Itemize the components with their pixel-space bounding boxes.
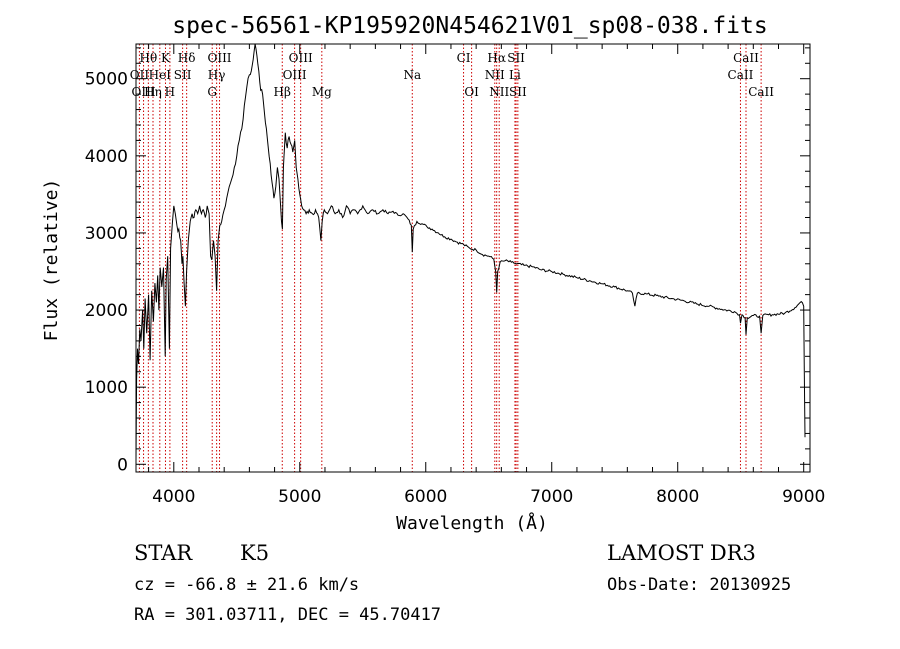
object-class: STAR xyxy=(134,541,193,565)
line-marker-label: SII xyxy=(174,68,192,82)
line-marker-label: OIII xyxy=(132,85,156,99)
line-marker-label: OI xyxy=(464,85,479,99)
axis-ticks xyxy=(136,44,810,472)
x-tick-label: 9000 xyxy=(782,487,825,507)
line-marker-label: SII xyxy=(507,51,525,65)
x-tick-label: 7000 xyxy=(530,487,573,507)
line-marker-label: HeI xyxy=(149,68,172,82)
line-marker-label: OIII xyxy=(207,51,231,65)
y-tick-label: 5000 xyxy=(85,70,128,90)
chart-title: spec-56561-KP195920N454621V01_sp08-038.f… xyxy=(172,13,767,39)
line-marker-label: SII xyxy=(509,85,527,99)
line-marker-label: NII xyxy=(485,68,505,82)
line-marker-label: Hγ xyxy=(208,68,226,82)
x-tick-label: 4000 xyxy=(152,487,195,507)
y-tick-label: 3000 xyxy=(85,224,128,244)
coordinates-text: RA = 301.03711, DEC = 45.70417 xyxy=(134,605,441,625)
line-marker-label: CaII xyxy=(748,85,774,99)
y-tick-label: 4000 xyxy=(85,147,128,167)
y-tick-label: 1000 xyxy=(85,378,128,398)
y-axis-label: Flux (relative) xyxy=(41,179,62,342)
line-marker-label: Mg xyxy=(312,85,332,99)
line-marker-label: Li xyxy=(509,68,521,82)
line-marker-label: OII xyxy=(130,68,150,82)
line-marker-label: Hβ xyxy=(274,85,291,99)
line-marker-label: Hη xyxy=(144,85,162,99)
y-tick-label: 0 xyxy=(117,455,128,475)
plot-frame xyxy=(135,43,811,473)
line-marker-label: Hδ xyxy=(178,51,196,65)
line-marker-label: K xyxy=(161,51,171,65)
spectral-line-markers xyxy=(138,44,762,472)
x-tick-labels: 4000 5000 6000 7000 8000 9000 xyxy=(152,487,825,507)
x-tick-label: 5000 xyxy=(278,487,321,507)
line-marker-label: Hθ xyxy=(139,51,157,65)
obs-date: Obs-Date: 20130925 xyxy=(607,575,791,595)
line-marker-label: CI xyxy=(457,51,471,65)
x-tick-label: 6000 xyxy=(404,487,447,507)
object-subclass: K5 xyxy=(240,541,269,565)
line-marker-label: CaII xyxy=(728,68,754,82)
line-marker-label: H xyxy=(165,85,175,99)
line-marker-label: G xyxy=(207,85,217,99)
x-axis-label: Wavelength (Å) xyxy=(396,512,548,534)
y-tick-label: 2000 xyxy=(85,301,128,321)
line-marker-label: OIII xyxy=(289,51,313,65)
line-marker-label: Hα xyxy=(487,51,506,65)
line-marker-label: Na xyxy=(403,68,421,82)
line-marker-label: CaII xyxy=(733,51,759,65)
flux-series-line xyxy=(135,43,806,461)
y-tick-labels: 0 1000 2000 3000 4000 5000 xyxy=(85,70,128,476)
redshift-text: cz = -66.8 ± 21.6 km/s xyxy=(134,575,359,595)
line-marker-label: NII xyxy=(489,85,509,99)
x-tick-label: 8000 xyxy=(656,487,699,507)
line-marker-label: OIII xyxy=(283,68,307,82)
survey-name: LAMOST DR3 xyxy=(607,541,756,565)
